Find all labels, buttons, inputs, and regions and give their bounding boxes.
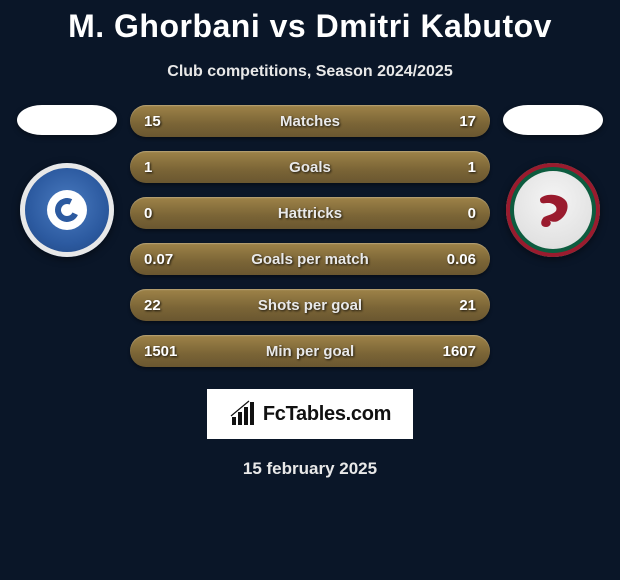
source-logo-text: FcTables.com: [263, 403, 391, 426]
player-right-flag: [503, 105, 603, 135]
stat-label: Matches: [280, 113, 340, 130]
stat-left-value: 1: [144, 159, 194, 176]
stat-label: Min per goal: [266, 343, 354, 360]
player-left-club-badge: [20, 163, 114, 257]
stat-row-shots-per-goal: 22 Shots per goal 21: [130, 289, 490, 321]
stat-label: Goals per match: [251, 251, 369, 268]
stat-right-value: 0: [426, 205, 476, 222]
stat-right-value: 17: [426, 113, 476, 130]
stat-right-value: 1: [426, 159, 476, 176]
player-right-club-badge: [506, 163, 600, 257]
page-title: M. Ghorbani vs Dmitri Kabutov: [68, 8, 552, 45]
stat-left-value: 22: [144, 297, 194, 314]
stat-left-value: 15: [144, 113, 194, 130]
comparison-card: M. Ghorbani vs Dmitri Kabutov Club compe…: [0, 0, 620, 479]
chart-icon: [229, 400, 257, 428]
dragon-icon: [530, 187, 576, 233]
stat-left-value: 0: [144, 205, 194, 222]
stat-row-min-per-goal: 1501 Min per goal 1607: [130, 335, 490, 367]
stat-row-hattricks: 0 Hattricks 0: [130, 197, 490, 229]
stat-row-goals-per-match: 0.07 Goals per match 0.06: [130, 243, 490, 275]
stat-row-goals: 1 Goals 1: [130, 151, 490, 183]
stats-table: 15 Matches 17 1 Goals 1 0 Hattricks 0 0.…: [130, 105, 490, 367]
stat-left-value: 0.07: [144, 251, 194, 268]
stat-row-matches: 15 Matches 17: [130, 105, 490, 137]
player-left-column: [12, 105, 122, 257]
stat-right-value: 0.06: [426, 251, 476, 268]
club-badge-inner-icon: [47, 190, 87, 230]
stat-right-value: 21: [426, 297, 476, 314]
comparison-date: 15 february 2025: [243, 459, 377, 479]
comparison-main: 15 Matches 17 1 Goals 1 0 Hattricks 0 0.…: [10, 105, 610, 367]
source-logo[interactable]: FcTables.com: [207, 389, 413, 439]
stat-label: Shots per goal: [258, 297, 362, 314]
stat-label: Goals: [289, 159, 331, 176]
player-right-column: [498, 105, 608, 257]
player-left-flag: [17, 105, 117, 135]
page-subtitle: Club competitions, Season 2024/2025: [167, 63, 452, 81]
stat-right-value: 1607: [426, 343, 476, 360]
stat-label: Hattricks: [278, 205, 342, 222]
stat-left-value: 1501: [144, 343, 194, 360]
